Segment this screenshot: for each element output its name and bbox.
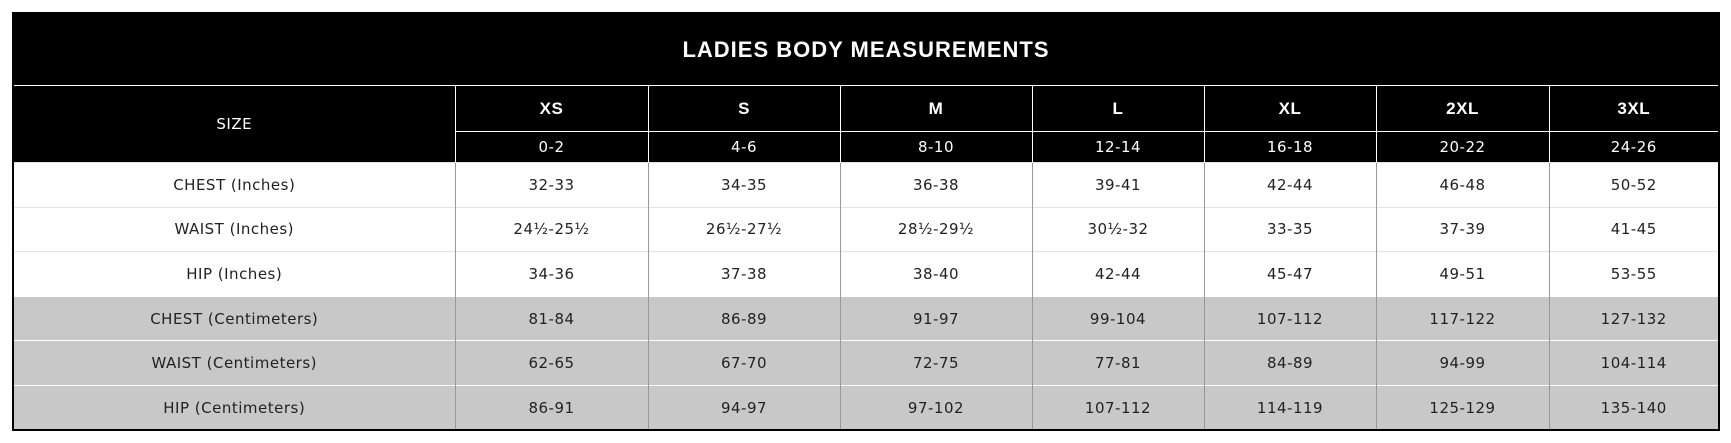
measurement-cell: 135-140 xyxy=(1548,385,1718,429)
size-name: XL xyxy=(1203,85,1376,132)
measurement-cell: 81-84 xyxy=(454,295,648,341)
measurement-cell: 127-132 xyxy=(1548,295,1718,341)
size-range: 24-26 xyxy=(1548,131,1718,163)
measurement-row: CHEST (Centimeters) 81-84 86-89 91-97 99-104… xyxy=(14,295,1718,341)
size-range: 12-14 xyxy=(1031,131,1204,163)
size-range: 16-18 xyxy=(1203,131,1376,163)
measurement-cell: 94-99 xyxy=(1375,340,1549,386)
measurement-cell: 94-97 xyxy=(647,385,840,429)
measurement-cell: 30½-32 xyxy=(1031,206,1204,252)
measurement-cell: 86-89 xyxy=(647,295,840,341)
measurement-cell: 86-91 xyxy=(454,385,648,429)
measurement-table: LADIES BODY MEASUREMENTS SIZE XS S M L XL 2XL 3… xyxy=(14,14,1718,429)
measurement-row: WAIST (Inches) 24½-25½ 26½-27½ 28½-29½ 30½-3… xyxy=(14,206,1718,252)
measurement-cell: 39-41 xyxy=(1031,162,1204,208)
measurement-cell: 33-35 xyxy=(1203,206,1376,252)
size-header: SIZE xyxy=(14,85,455,163)
row-label: CHEST (Centimeters) xyxy=(14,295,455,341)
measurement-cell: 37-39 xyxy=(1375,206,1549,252)
measurement-cell: 91-97 xyxy=(839,295,1032,341)
size-range: 4-6 xyxy=(647,131,840,163)
measurement-cell: 117-122 xyxy=(1375,295,1549,341)
measurement-cell: 45-47 xyxy=(1203,251,1376,297)
measurement-row: HIP (Centimeters) 86-91 94-97 97-102 107-112… xyxy=(14,385,1718,429)
table-title: LADIES BODY MEASUREMENTS xyxy=(14,14,1718,86)
size-range: 0-2 xyxy=(454,131,648,163)
measurement-cell: 32-33 xyxy=(454,162,648,208)
row-label: WAIST (Centimeters) xyxy=(14,340,455,386)
size-name: 2XL xyxy=(1375,85,1549,132)
row-label: CHEST (Inches) xyxy=(14,162,455,208)
measurement-cell: 42-44 xyxy=(1031,251,1204,297)
measurement-row: CHEST (Inches) 32-33 34-35 36-38 39-41 42-44 4… xyxy=(14,162,1718,208)
measurement-cell: 77-81 xyxy=(1031,340,1204,386)
measurement-cell: 99-104 xyxy=(1031,295,1204,341)
measurement-cell: 49-51 xyxy=(1375,251,1549,297)
measurement-cell: 37-38 xyxy=(647,251,840,297)
measurement-cell: 107-112 xyxy=(1031,385,1204,429)
measurement-cell: 26½-27½ xyxy=(647,206,840,252)
size-chart: LADIES BODY MEASUREMENTS SIZE XS S M L XL 2XL 3… xyxy=(12,12,1720,431)
measurement-row: HIP (Inches) 34-36 37-38 38-40 42-44 45-47 49-… xyxy=(14,251,1718,297)
size-range: 20-22 xyxy=(1375,131,1549,163)
measurement-cell: 36-38 xyxy=(839,162,1032,208)
measurement-cell: 28½-29½ xyxy=(839,206,1032,252)
measurement-cell: 34-35 xyxy=(647,162,840,208)
measurement-cell: 62-65 xyxy=(454,340,648,386)
size-name: M xyxy=(839,85,1032,132)
row-label: HIP (Centimeters) xyxy=(14,385,455,429)
row-label: WAIST (Inches) xyxy=(14,206,455,252)
measurement-cell: 97-102 xyxy=(839,385,1032,429)
row-label: HIP (Inches) xyxy=(14,251,455,297)
size-name: XS xyxy=(454,85,648,132)
measurement-cell: 107-112 xyxy=(1203,295,1376,341)
measurement-cell: 41-45 xyxy=(1548,206,1718,252)
size-name: S xyxy=(647,85,840,132)
measurement-cell: 46-48 xyxy=(1375,162,1549,208)
measurement-cell: 114-119 xyxy=(1203,385,1376,429)
size-name: 3XL xyxy=(1548,85,1718,132)
measurement-cell: 104-114 xyxy=(1548,340,1718,386)
measurement-cell: 34-36 xyxy=(454,251,648,297)
measurement-cell: 84-89 xyxy=(1203,340,1376,386)
measurement-cell: 53-55 xyxy=(1548,251,1718,297)
measurement-cell: 50-52 xyxy=(1548,162,1718,208)
measurement-cell: 42-44 xyxy=(1203,162,1376,208)
measurement-cell: 38-40 xyxy=(839,251,1032,297)
measurement-row: WAIST (Centimeters) 62-65 67-70 72-75 77-81 8… xyxy=(14,340,1718,386)
size-range: 8-10 xyxy=(839,131,1032,163)
measurement-cell: 67-70 xyxy=(647,340,840,386)
measurement-cell: 24½-25½ xyxy=(454,206,648,252)
measurement-cell: 72-75 xyxy=(839,340,1032,386)
measurement-cell: 125-129 xyxy=(1375,385,1549,429)
size-name: L xyxy=(1031,85,1204,132)
